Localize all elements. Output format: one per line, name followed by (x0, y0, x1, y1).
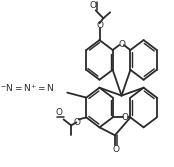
Text: O: O (90, 1, 97, 10)
Text: $\mathregular{^{-}N{=}N^{+}{=}N}$: $\mathregular{^{-}N{=}N^{+}{=}N}$ (0, 82, 54, 94)
Text: O: O (122, 113, 129, 122)
Text: O: O (118, 40, 125, 49)
Text: O: O (74, 118, 81, 127)
Text: O: O (56, 108, 62, 117)
Text: O: O (112, 145, 119, 154)
Text: O: O (96, 21, 103, 30)
